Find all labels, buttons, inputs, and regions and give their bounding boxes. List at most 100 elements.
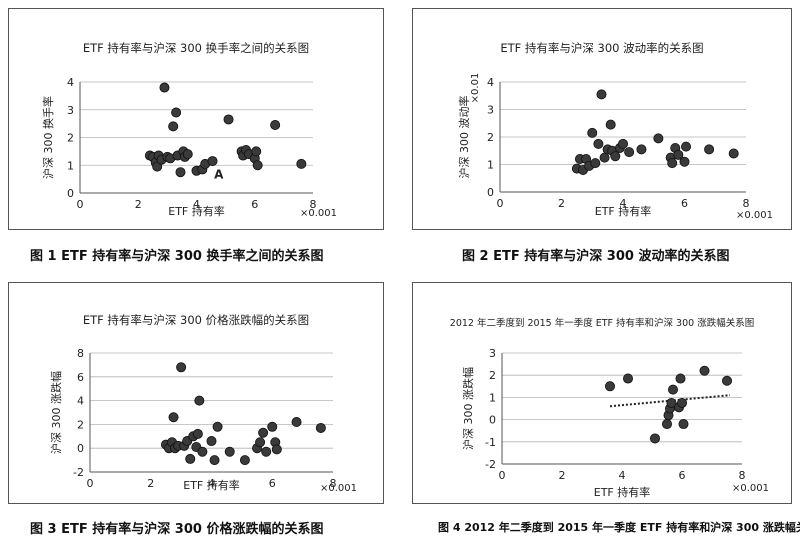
chart2-data-point [587, 127, 598, 138]
figure-caption-3: 图 3 ETF 持有率与沪深 300 价格涨跌幅的关系图 [30, 522, 324, 537]
chart2-x-multiplier: ×0.001 [736, 210, 773, 221]
chart2-data-point [593, 138, 604, 149]
chart4-y-tick-label: 0 [489, 414, 496, 427]
chart4-data-point [667, 384, 678, 395]
figure-caption-1: 图 1 ETF 持有率与沪深 300 换手率之间的关系图 [30, 249, 324, 264]
chart2-data-point [599, 152, 610, 163]
chart3-y-tick-label: 2 [77, 418, 84, 431]
chart2-x-tick-label: 4 [620, 197, 627, 210]
chart-volatility-svg: ETF 持有率与沪深 300 波动率的关系图 0 1 2 3 4 0 2 4 6 8 ETF 持有率 沪… [412, 8, 792, 230]
chart1-x-tick-label: 0 [77, 198, 84, 211]
chart-panel-2: ETF 持有率与沪深 300 波动率的关系图 0 1 2 3 4 0 2 4 6 8 ETF 持有率 沪… [412, 8, 792, 230]
chart3-data-point [271, 444, 282, 455]
chart1-data-point [159, 82, 170, 93]
chart2-data-point [704, 144, 715, 155]
chart4-data-point [699, 365, 710, 376]
chart4-y-axis-label: 沪深 300 涨跌幅 [461, 367, 475, 450]
chart3-x-tick-label: 4 [208, 477, 215, 490]
chart3-y-tick-label: 4 [77, 395, 84, 408]
chart4-data-point [666, 397, 677, 408]
chart3-x-tick-label: 2 [147, 477, 154, 490]
chart2-data-point [653, 133, 664, 144]
chart2-title: ETF 持有率与沪深 300 波动率的关系图 [500, 41, 703, 55]
chart1-data-point [270, 120, 281, 131]
chart-panel-3: ETF 持有率与沪深 300 价格涨跌幅的关系图 -2 0 2 4 6 8 0 2 4 6 8 ETF … [8, 282, 384, 504]
chart2-data-point [636, 144, 647, 155]
chart4-data-point [675, 373, 686, 384]
chart1-data-point [223, 114, 234, 125]
chart3-x-tick-label: 0 [87, 477, 94, 490]
chart2-data-point [681, 141, 692, 152]
chart4-y-tick-label: -1 [485, 436, 496, 449]
chart2-x-tick-label: 2 [558, 197, 565, 210]
chart1-x-tick-label: 2 [135, 198, 142, 211]
chart3-data-point [291, 417, 302, 428]
chart3-y-tick-label: 6 [77, 371, 84, 384]
chart2-data-point [624, 147, 635, 158]
chart3-x-axis-label: ETF 持有率 [183, 478, 240, 492]
chart3-frame [8, 282, 384, 504]
chart3-data-point [255, 437, 266, 448]
chart2-data-point [596, 89, 607, 100]
chart4-title: 2012 年二季度到 2015 年一季度 ETF 持有率和沪深 300 涨跌幅关… [450, 317, 754, 329]
chart4-x-tick-label: 8 [739, 469, 746, 482]
chart4-y-tick-label: 1 [489, 391, 496, 404]
chart1-x-axis-label: ETF 持有率 [168, 204, 225, 218]
chart-panel-1: ETF 持有率与沪深 300 换手率之间的关系图 0 1 2 3 4 0 2 4 6 8 ETF 持有… [8, 8, 384, 230]
chart2-x-tick-label: 8 [743, 197, 750, 210]
chart1-data-point [296, 158, 307, 169]
figure-caption-4: 图 4 2012 年二季度到 2015 年一季度 ETF 持有率和沪深 300 … [438, 521, 800, 534]
chart4-data-point [604, 381, 615, 392]
chart4-x-axis-label: ETF 持有率 [594, 485, 651, 499]
chart4-data-point [721, 375, 732, 386]
chart2-data-point [679, 156, 690, 167]
chart1-data-point [171, 107, 182, 118]
chart1-y-tick-label: 0 [67, 187, 74, 200]
chart3-data-point [206, 436, 217, 447]
chart3-data-point [168, 412, 179, 423]
chart3-y-axis-label: 沪深 300 涨跌幅 [49, 371, 63, 454]
chart3-title: ETF 持有率与沪深 300 价格涨跌幅的关系图 [83, 313, 309, 327]
chart4-y-tick-label: 3 [489, 347, 496, 360]
chart1-y-tick-label: 3 [67, 104, 74, 117]
chart4-data-point [622, 373, 633, 384]
chart3-data-point [192, 428, 203, 439]
chart-turnover-svg: ETF 持有率与沪深 300 换手率之间的关系图 0 1 2 3 4 0 2 4 6 8 ETF 持有… [8, 8, 384, 230]
figure-caption-2: 图 2 ETF 持有率与沪深 300 波动率的关系图 [462, 249, 730, 264]
chart2-data-point [673, 149, 684, 160]
chart3-data-point [267, 421, 278, 432]
chart2-x-tick-label: 0 [497, 197, 504, 210]
chart1-x-tick-label: 8 [310, 198, 317, 211]
chart3-data-point [224, 446, 235, 457]
chart4-y-tick-label: 2 [489, 369, 496, 382]
chart1-annotation: A [214, 168, 224, 182]
chart2-y-multiplier: ×0.01 [470, 73, 481, 104]
chart2-data-point [728, 148, 739, 159]
chart2-data-point [667, 158, 678, 169]
chart1-y-tick-label: 2 [67, 132, 74, 145]
chart3-data-point [194, 395, 205, 406]
chart2-data-point [610, 151, 621, 162]
chart-period-price-change-svg: 2012 年二季度到 2015 年一季度 ETF 持有率和沪深 300 涨跌幅关… [412, 282, 792, 504]
chart2-x-axis-label: ETF 持有率 [595, 204, 652, 218]
chart3-y-tick-label: 0 [77, 442, 84, 455]
chart3-data-point [212, 421, 223, 432]
chart1-data-point [168, 121, 179, 132]
chart4-x-tick-label: 6 [679, 469, 686, 482]
chart3-y-tick-label: -2 [73, 466, 84, 479]
chart1-data-point [207, 156, 218, 167]
chart1-x-tick-label: 4 [193, 198, 200, 211]
chart4-data-point [678, 419, 689, 430]
chart2-x-tick-label: 6 [681, 197, 688, 210]
chart2-y-tick-label: 3 [487, 104, 494, 117]
chart3-data-point [176, 362, 187, 373]
chart2-y-tick-label: 1 [487, 159, 494, 172]
chart2-y-tick-label: 2 [487, 131, 494, 144]
chart4-x-tick-label: 0 [499, 469, 506, 482]
chart3-data-point [197, 446, 208, 457]
chart4-frame [412, 282, 792, 504]
chart-panel-4: 2012 年二季度到 2015 年一季度 ETF 持有率和沪深 300 涨跌幅关… [412, 282, 792, 504]
chart4-data-point [676, 397, 687, 408]
chart2-data-point [605, 119, 616, 130]
chart1-x-tick-label: 6 [251, 198, 258, 211]
